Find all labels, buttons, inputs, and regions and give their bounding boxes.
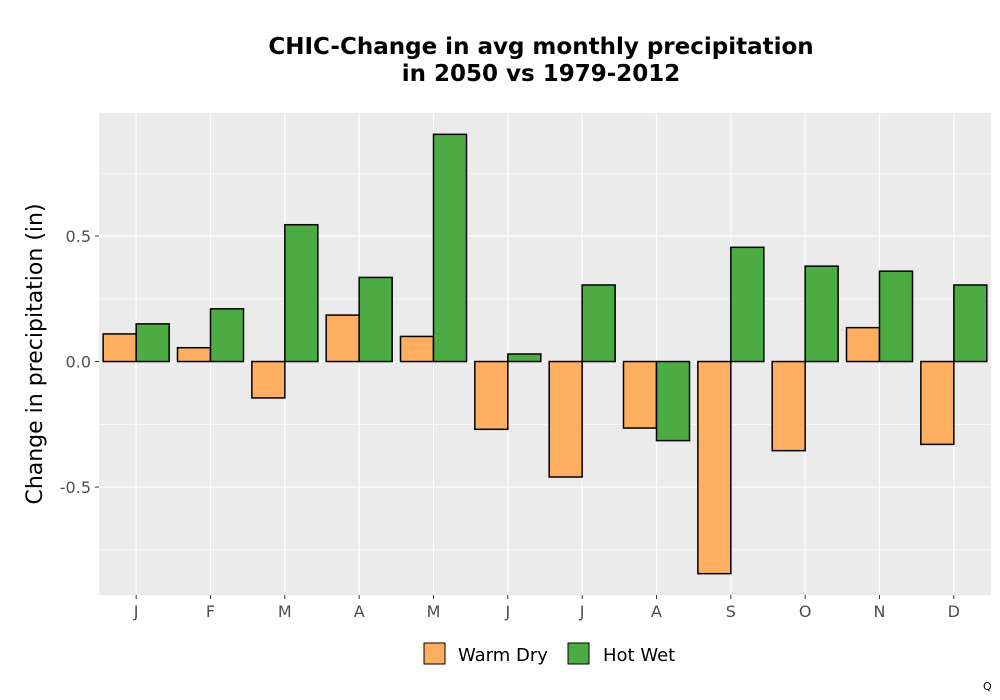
x-tick-label: D <box>948 602 960 621</box>
bar-hot-wet <box>507 353 542 363</box>
bar-warm-dry <box>697 360 732 575</box>
x-tick-label: J <box>504 602 510 621</box>
x-tick-label: M <box>427 602 441 621</box>
y-tick-label: -0.5 <box>60 478 91 497</box>
x-tick-label: N <box>874 602 886 621</box>
x-tick-label: F <box>206 602 215 621</box>
bar-warm-dry <box>102 333 137 363</box>
bar-hot-wet <box>432 133 468 363</box>
x-tick-label: J <box>133 602 139 621</box>
x-tick-label: S <box>726 602 736 621</box>
bar-hot-wet <box>804 265 839 363</box>
bar-warm-dry <box>845 326 881 363</box>
corner-mark: Q <box>983 680 992 693</box>
bars <box>102 133 988 575</box>
bar-warm-dry <box>920 360 955 446</box>
x-tick-label: M <box>278 602 292 621</box>
bar-hot-wet <box>878 270 914 363</box>
bar-hot-wet <box>284 223 319 363</box>
bar-warm-dry <box>548 360 583 478</box>
bar-warm-dry <box>251 360 286 399</box>
y-tick-label: 0.5 <box>66 227 91 246</box>
bar-hot-wet <box>730 246 765 363</box>
y-tick-label: 0.0 <box>66 353 91 372</box>
bar-hot-wet <box>953 284 988 363</box>
chart-title-line-1: CHIC-Change in avg monthly precipitation <box>268 34 813 60</box>
x-tick-label: J <box>579 602 585 621</box>
legend-label-warm-dry: Warm Dry <box>458 645 548 666</box>
x-tick-label: O <box>799 602 812 621</box>
y-axis-title: Change in precipitation (in) <box>23 203 48 504</box>
bar-warm-dry <box>399 335 435 363</box>
chart-title-line-2: in 2050 vs 1979-2012 <box>402 61 681 87</box>
x-tick-label: A <box>354 602 365 621</box>
legend-swatch-hot-wet <box>567 642 590 665</box>
bar-hot-wet <box>135 323 170 363</box>
bar-hot-wet <box>581 284 616 363</box>
bar-warm-dry <box>325 314 360 363</box>
x-tick-label: A <box>651 602 662 621</box>
bar-warm-dry <box>176 346 212 363</box>
bar-warm-dry <box>474 360 509 431</box>
plot-panel <box>99 113 991 595</box>
bar-warm-dry <box>622 360 658 429</box>
legend: Warm Dry Hot Wet <box>423 642 675 666</box>
bar-hot-wet <box>358 276 393 363</box>
legend-label-hot-wet: Hot Wet <box>603 645 675 666</box>
legend-swatch-warm-dry <box>423 642 446 665</box>
axes: 0.5 0.0 -0.5 J F M A M J J A S O N D <box>60 227 960 621</box>
bar-hot-wet <box>655 360 691 442</box>
bar-hot-wet <box>209 308 245 363</box>
bar-warm-dry <box>771 360 806 452</box>
